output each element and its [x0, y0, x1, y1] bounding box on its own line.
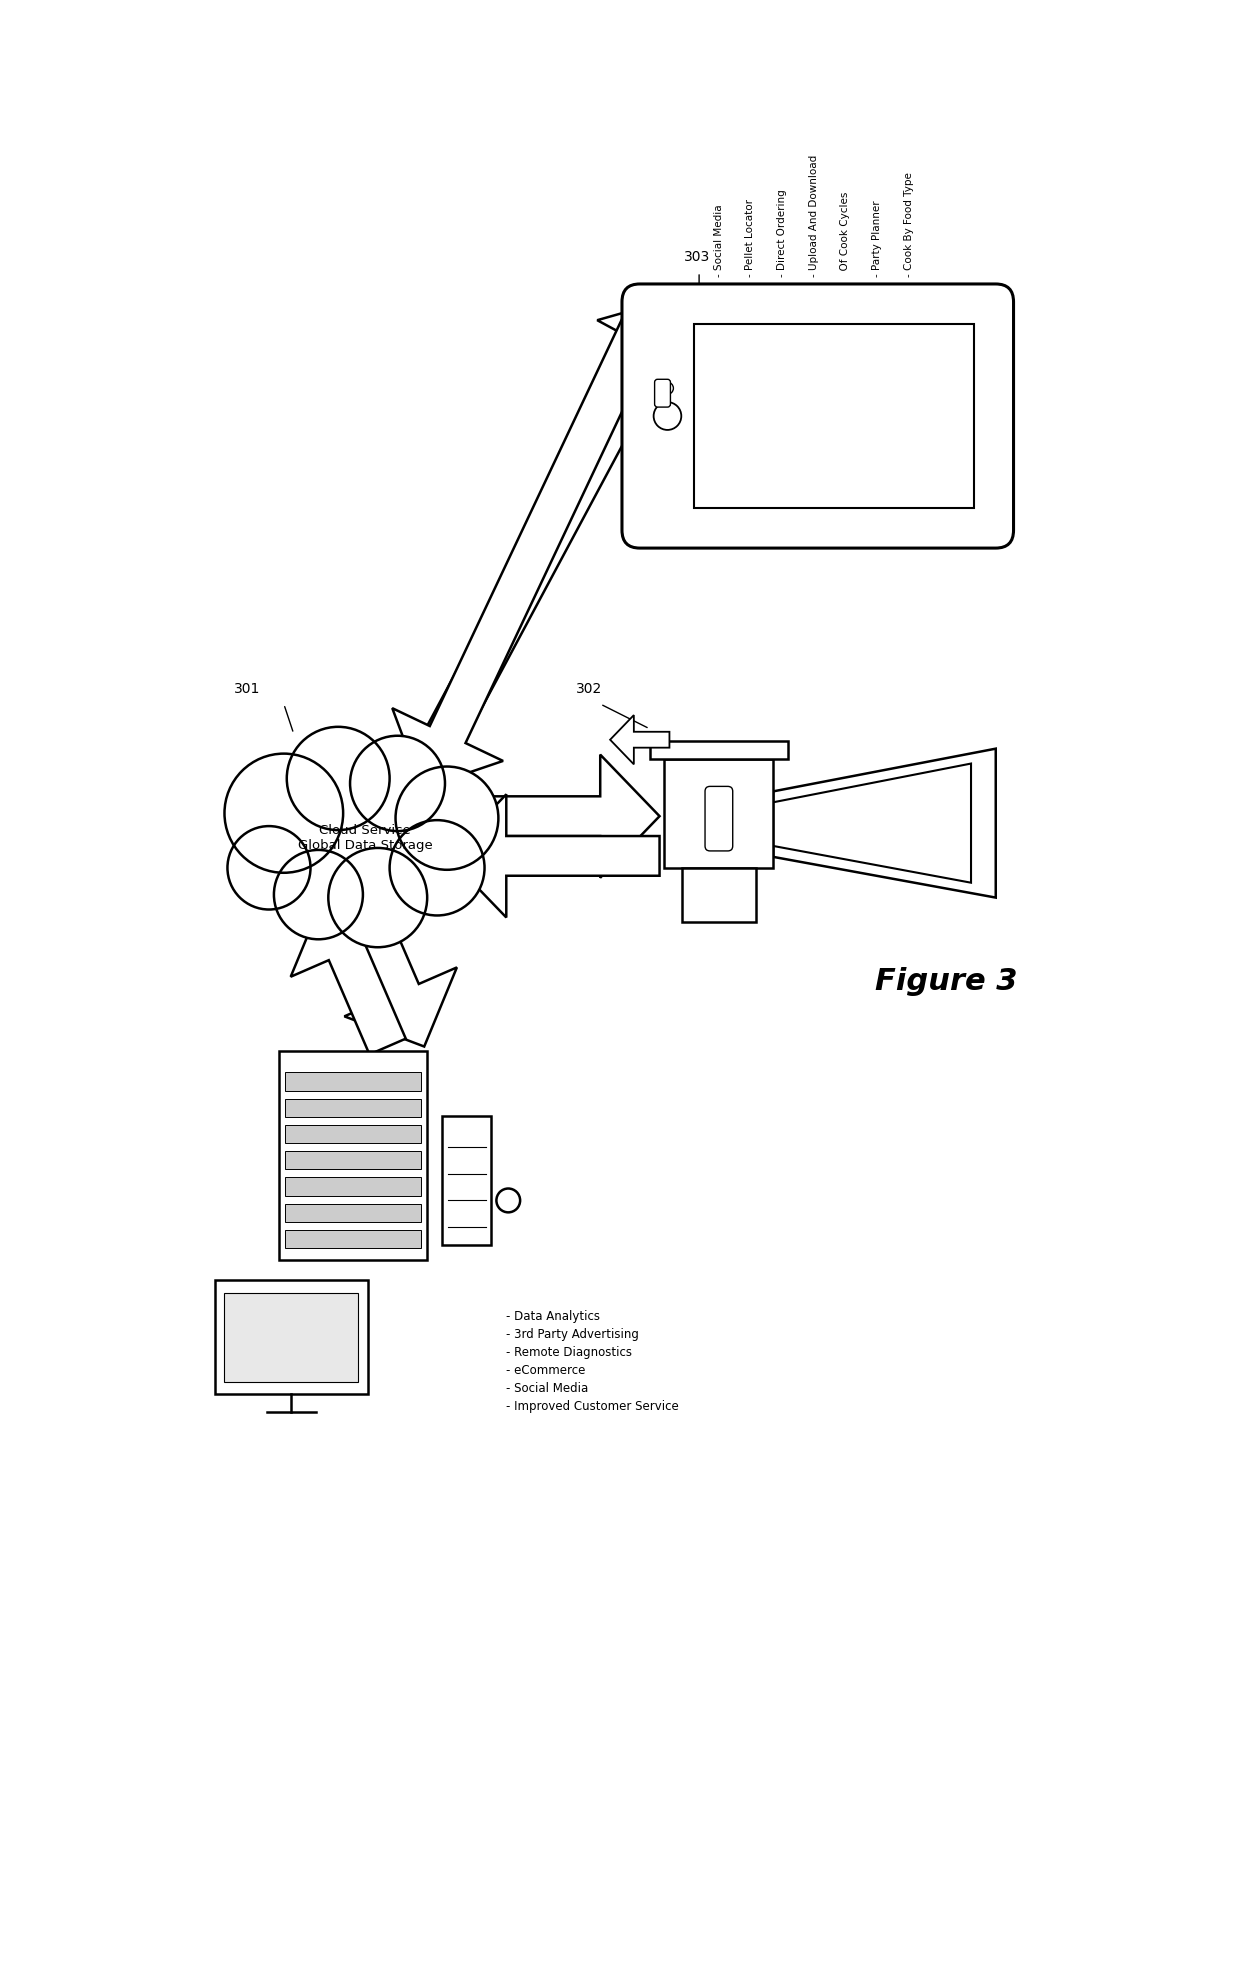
Bar: [285, 1203, 422, 1222]
Polygon shape: [446, 755, 660, 877]
Bar: [285, 1099, 422, 1116]
Text: - Social Media: - Social Media: [714, 204, 724, 277]
Polygon shape: [774, 749, 996, 897]
Text: Of Cook Cycles: Of Cook Cycles: [841, 192, 851, 277]
Polygon shape: [392, 298, 667, 789]
Circle shape: [224, 753, 343, 873]
Bar: [215, 1279, 368, 1395]
Bar: [285, 1152, 422, 1169]
Bar: [279, 1052, 428, 1260]
Polygon shape: [342, 889, 456, 1046]
Text: 302: 302: [575, 683, 601, 697]
Polygon shape: [290, 897, 405, 1054]
Bar: [441, 1116, 491, 1246]
Bar: [285, 1177, 422, 1195]
FancyBboxPatch shape: [706, 787, 733, 852]
Polygon shape: [446, 795, 660, 918]
FancyBboxPatch shape: [622, 284, 1013, 547]
Text: - Upload And Download: - Upload And Download: [808, 155, 818, 277]
Bar: [285, 1073, 422, 1091]
Circle shape: [286, 726, 389, 830]
Circle shape: [274, 850, 363, 940]
Circle shape: [653, 402, 681, 430]
Text: 301: 301: [234, 683, 260, 697]
Circle shape: [227, 826, 310, 910]
Circle shape: [329, 848, 428, 948]
FancyBboxPatch shape: [655, 379, 671, 406]
Text: 304: 304: [418, 991, 444, 1005]
Circle shape: [389, 820, 485, 916]
Bar: [682, 867, 756, 922]
Bar: [285, 1230, 422, 1248]
Polygon shape: [774, 763, 971, 883]
Text: Figure 3: Figure 3: [875, 967, 1018, 997]
Text: - Party Planner: - Party Planner: [872, 200, 882, 277]
Text: - Data Analytics
- 3rd Party Advertising
- Remote Diagnostics
- eCommerce
- Soci: - Data Analytics - 3rd Party Advertising…: [506, 1311, 680, 1413]
Circle shape: [661, 383, 673, 394]
Bar: [665, 759, 774, 867]
Bar: [650, 742, 789, 759]
Text: Cloud Service
Global Data Storage: Cloud Service Global Data Storage: [298, 824, 433, 852]
Text: 303: 303: [684, 251, 711, 265]
Bar: [694, 324, 973, 508]
Polygon shape: [610, 714, 670, 765]
Polygon shape: [414, 296, 706, 767]
Bar: [285, 1124, 422, 1144]
Text: - Cook By Food Type: - Cook By Food Type: [904, 173, 914, 277]
Bar: [224, 1293, 358, 1381]
Circle shape: [350, 736, 445, 832]
Text: - Direct Ordering: - Direct Ordering: [777, 188, 787, 277]
Circle shape: [496, 1189, 520, 1213]
Circle shape: [396, 767, 498, 869]
Text: - Pellet Locator: - Pellet Locator: [745, 198, 755, 277]
